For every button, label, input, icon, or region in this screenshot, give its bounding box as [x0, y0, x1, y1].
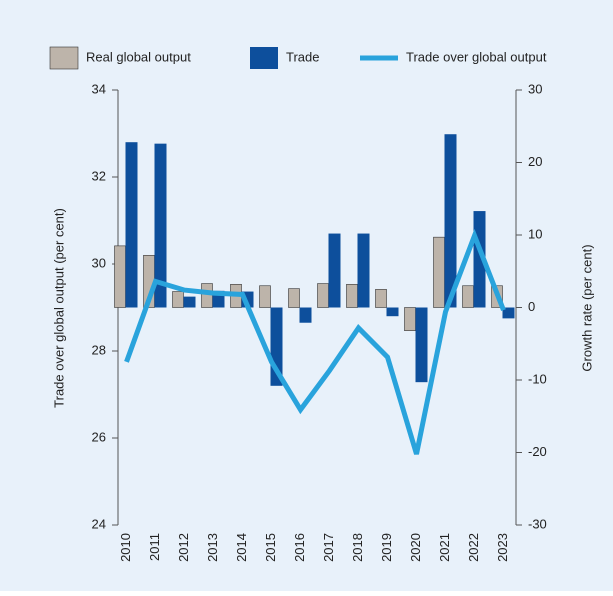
y2-tick-label: 10	[528, 226, 542, 241]
x-tick-label: 2022	[466, 533, 481, 562]
y-tick-label: 32	[92, 168, 106, 183]
y2-tick-label: 30	[528, 81, 542, 96]
x-tick-label: 2017	[321, 533, 336, 562]
x-tick-label: 2013	[205, 533, 220, 562]
bar	[288, 288, 300, 308]
bar	[415, 307, 428, 383]
legend-label: Trade over global output	[406, 49, 547, 64]
y2-axis-label: Growth rate (per cent)	[579, 244, 594, 371]
legend-label: Real global output	[86, 49, 191, 64]
bar	[502, 307, 515, 319]
bar	[299, 307, 312, 323]
y2-tick-label: -30	[528, 516, 547, 531]
y-tick-label: 30	[92, 255, 106, 270]
y-tick-label: 26	[92, 429, 106, 444]
bar	[404, 307, 416, 332]
x-tick-label: 2020	[408, 533, 423, 562]
x-tick-label: 2010	[118, 533, 133, 562]
bar	[259, 285, 271, 308]
y2-tick-label: -10	[528, 371, 547, 386]
x-tick-label: 2012	[176, 533, 191, 562]
bar	[201, 283, 213, 308]
bar	[328, 233, 341, 308]
x-tick-label: 2011	[147, 533, 162, 561]
bar	[375, 289, 387, 308]
legend-label: Trade	[286, 49, 319, 64]
bar	[114, 245, 126, 308]
x-tick-label: 2016	[292, 533, 307, 562]
bar	[462, 285, 474, 308]
x-tick-label: 2021	[437, 533, 452, 562]
bar	[444, 134, 457, 308]
legend-swatch	[250, 47, 278, 69]
y2-tick-label: 20	[528, 154, 542, 169]
bar	[317, 283, 329, 308]
y-tick-label: 28	[92, 342, 106, 357]
y2-tick-label: -20	[528, 444, 547, 459]
y-tick-label: 34	[92, 81, 106, 96]
bar	[172, 291, 184, 308]
y-tick-label: 24	[92, 516, 106, 531]
x-tick-label: 2018	[350, 533, 365, 562]
bar	[386, 307, 399, 317]
y-axis-label: Trade over global output (per cent)	[51, 208, 66, 408]
x-tick-label: 2014	[234, 533, 249, 562]
bar	[357, 233, 370, 308]
bar	[346, 283, 358, 308]
bar	[183, 296, 196, 308]
y2-tick-label: 0	[528, 299, 535, 314]
bar	[433, 236, 445, 308]
bar	[154, 143, 167, 308]
x-tick-label: 2023	[495, 533, 510, 562]
bar	[125, 142, 138, 308]
legend-swatch	[49, 46, 79, 70]
line	[124, 228, 506, 455]
x-tick-label: 2019	[379, 533, 394, 562]
x-tick-label: 2015	[263, 533, 278, 562]
